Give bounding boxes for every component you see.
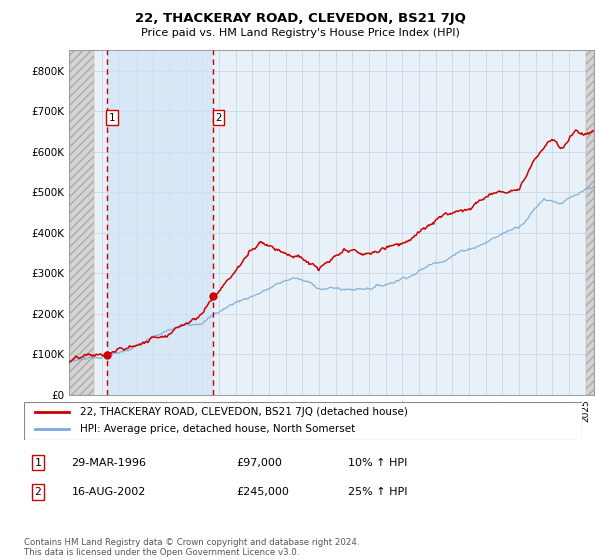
Text: 2: 2	[215, 113, 221, 123]
Text: Price paid vs. HM Land Registry's House Price Index (HPI): Price paid vs. HM Land Registry's House …	[140, 28, 460, 38]
Text: 22, THACKERAY ROAD, CLEVEDON, BS21 7JQ (detached house): 22, THACKERAY ROAD, CLEVEDON, BS21 7JQ (…	[80, 407, 407, 417]
Bar	[69, 50, 94, 395]
Text: 16-AUG-2002: 16-AUG-2002	[71, 487, 146, 497]
Text: 1: 1	[109, 113, 115, 123]
Bar	[107, 50, 212, 395]
Text: 10% ↑ HPI: 10% ↑ HPI	[347, 458, 407, 468]
Text: Contains HM Land Registry data © Crown copyright and database right 2024.
This d: Contains HM Land Registry data © Crown c…	[24, 538, 359, 557]
Text: £97,000: £97,000	[236, 458, 282, 468]
Text: 1: 1	[35, 458, 41, 468]
Text: 25% ↑ HPI: 25% ↑ HPI	[347, 487, 407, 497]
Bar	[586, 50, 594, 395]
Text: 22, THACKERAY ROAD, CLEVEDON, BS21 7JQ: 22, THACKERAY ROAD, CLEVEDON, BS21 7JQ	[134, 12, 466, 25]
Text: 2: 2	[35, 487, 41, 497]
Text: 29-MAR-1996: 29-MAR-1996	[71, 458, 146, 468]
Text: £245,000: £245,000	[236, 487, 289, 497]
Text: HPI: Average price, detached house, North Somerset: HPI: Average price, detached house, Nort…	[80, 424, 355, 434]
